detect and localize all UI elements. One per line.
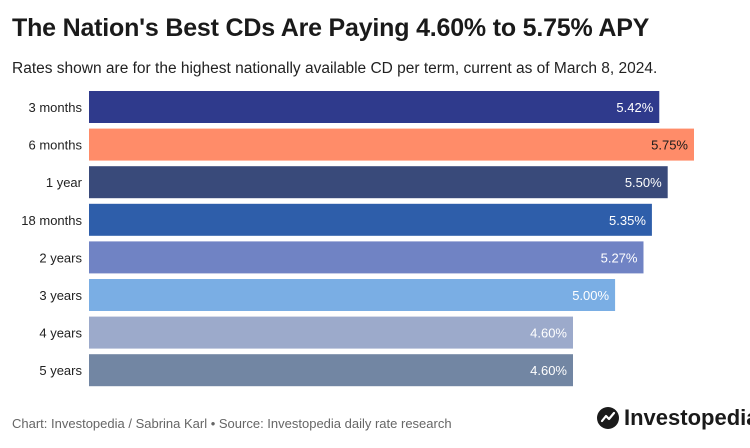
category-label: 4 years: [39, 326, 82, 341]
category-label: 3 months: [29, 100, 83, 115]
value-label: 5.35%: [609, 213, 646, 228]
bar: [89, 354, 573, 387]
bar: [89, 316, 573, 349]
bar: [89, 91, 660, 123]
category-label: 5 years: [39, 363, 82, 378]
brand-name: Investopedia: [624, 405, 750, 430]
category-label: 18 months: [21, 213, 82, 228]
bar: [89, 279, 616, 311]
value-label: 5.50%: [625, 175, 662, 190]
value-label: 5.27%: [601, 250, 638, 265]
category-label: 1 year: [46, 175, 83, 190]
bar: [89, 166, 668, 199]
category-label: 3 years: [39, 288, 82, 303]
category-label: 6 months: [29, 138, 83, 153]
chart-title: The Nation's Best CDs Are Paying 4.60% t…: [12, 14, 650, 42]
value-label: 5.00%: [572, 288, 609, 303]
bar-chart: 3 months 5.42% 6 months 5.75% 1 year 5.50% 18 …: [21, 91, 694, 387]
bar: [89, 203, 652, 236]
brand-logo: Investopedia: [596, 405, 750, 431]
category-label: 2 years: [39, 250, 82, 265]
source-note: Chart: Investopedia / Sabrina Karl • Sou…: [12, 416, 452, 431]
value-label: 4.60%: [530, 326, 567, 341]
bar: [89, 128, 694, 161]
chart-subtitle: Rates shown are for the highest national…: [12, 60, 658, 77]
value-label: 4.60%: [530, 363, 567, 378]
value-label: 5.42%: [616, 100, 653, 115]
value-label: 5.75%: [651, 138, 688, 153]
bar: [89, 241, 644, 274]
investopedia-logo-icon: [597, 407, 619, 429]
